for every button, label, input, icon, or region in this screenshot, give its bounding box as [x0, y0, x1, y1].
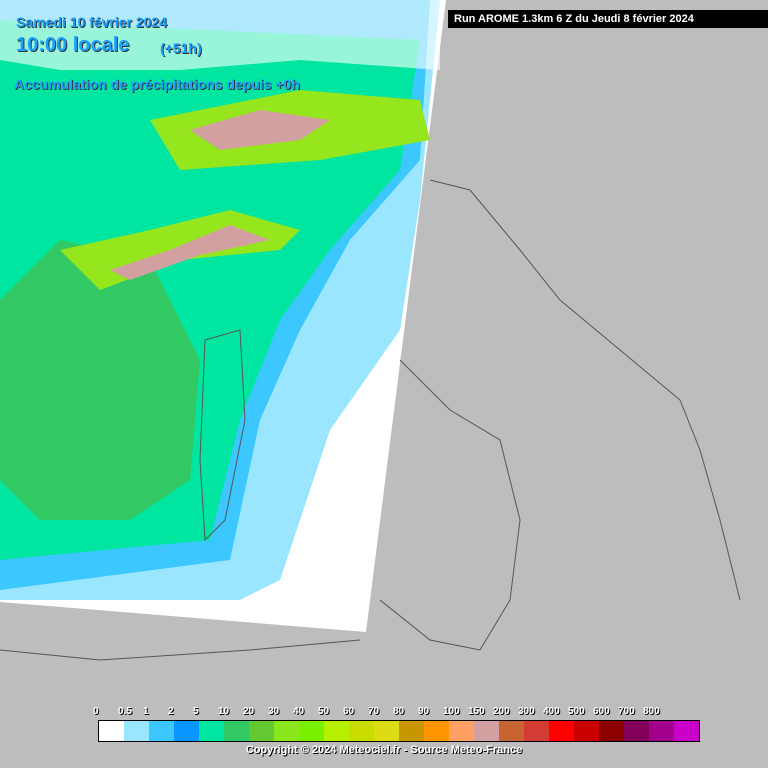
legend-swatch: 700 [618, 706, 649, 741]
legend-label: 50 [318, 706, 330, 717]
legend-label: 600 [593, 706, 610, 717]
legend-swatch: 20 [243, 706, 274, 741]
legend-swatch: 200 [493, 706, 524, 741]
lead-time: (+51h) [160, 40, 202, 56]
legend-label: 60 [343, 706, 355, 717]
legend-label: 40 [293, 706, 305, 717]
coastline [0, 179, 741, 661]
legend-swatch: 150 [468, 706, 499, 741]
legend-swatch: 800 [643, 706, 674, 741]
product: Accumulation de précipitations depuis +0… [14, 76, 300, 92]
legend-swatch: 30 [268, 706, 299, 741]
legend-swatch: 90 [418, 706, 449, 741]
legend-swatch: 500 [568, 706, 599, 741]
legend-label: 90 [418, 706, 430, 717]
legend-label: 500 [568, 706, 585, 717]
legend-swatch: 400 [543, 706, 574, 741]
legend-swatch: 5 [193, 706, 224, 741]
legend-swatch: 2 [168, 706, 199, 741]
legend-label: 400 [543, 706, 560, 717]
precip-alps-peak [190, 110, 330, 150]
run-info: Run AROME 1.3km 6 Z du Jeudi 8 février 2… [448, 10, 768, 28]
legend-label: 70 [368, 706, 380, 717]
legend-swatch: 50 [318, 706, 349, 741]
legend-swatch [674, 721, 699, 741]
precip-10 [0, 240, 200, 520]
legend-label: 20 [243, 706, 255, 717]
cloud-white [0, 0, 440, 70]
legend: 0 0.5 1 2 5 10 20 30 40 50 60 70 80 90 100 150 200 300 400… [93, 706, 700, 742]
legend-label: 10 [218, 706, 230, 717]
legend-swatch: 300 [518, 706, 549, 741]
legend-label: 800 [643, 706, 660, 717]
legend-swatch: 600 [593, 706, 624, 741]
legend-label: 5 [193, 706, 199, 717]
legend-swatch: 40 [293, 706, 324, 741]
legend-swatch: 0 [93, 706, 124, 741]
legend-label: 150 [468, 706, 485, 717]
legend-swatch: 0.5 [118, 706, 149, 741]
legend-label: 0.5 [118, 706, 132, 717]
legend-label: 200 [493, 706, 510, 717]
legend-swatch: 70 [368, 706, 399, 741]
legend-swatch: 1 [143, 706, 174, 741]
legend-label: 1 [143, 706, 149, 717]
legend-label: 2 [168, 706, 174, 717]
legend-swatch: 60 [343, 706, 374, 741]
copyright: Copyright © 2024 Meteociel.fr - Source M… [245, 744, 523, 756]
precip-ridge-peak [110, 225, 270, 280]
time: 10:00 locale [16, 34, 130, 56]
legend-swatch: 100 [443, 706, 474, 741]
legend-label: 100 [443, 706, 460, 717]
legend-label: 30 [268, 706, 280, 717]
legend-label: 700 [618, 706, 635, 717]
legend-swatch: 10 [218, 706, 249, 741]
date: Samedi 10 février 2024 [16, 14, 167, 30]
legend-label: 300 [518, 706, 535, 717]
legend-label: 80 [393, 706, 405, 717]
legend-swatch: 80 [393, 706, 424, 741]
legend-label: 0 [93, 706, 99, 717]
